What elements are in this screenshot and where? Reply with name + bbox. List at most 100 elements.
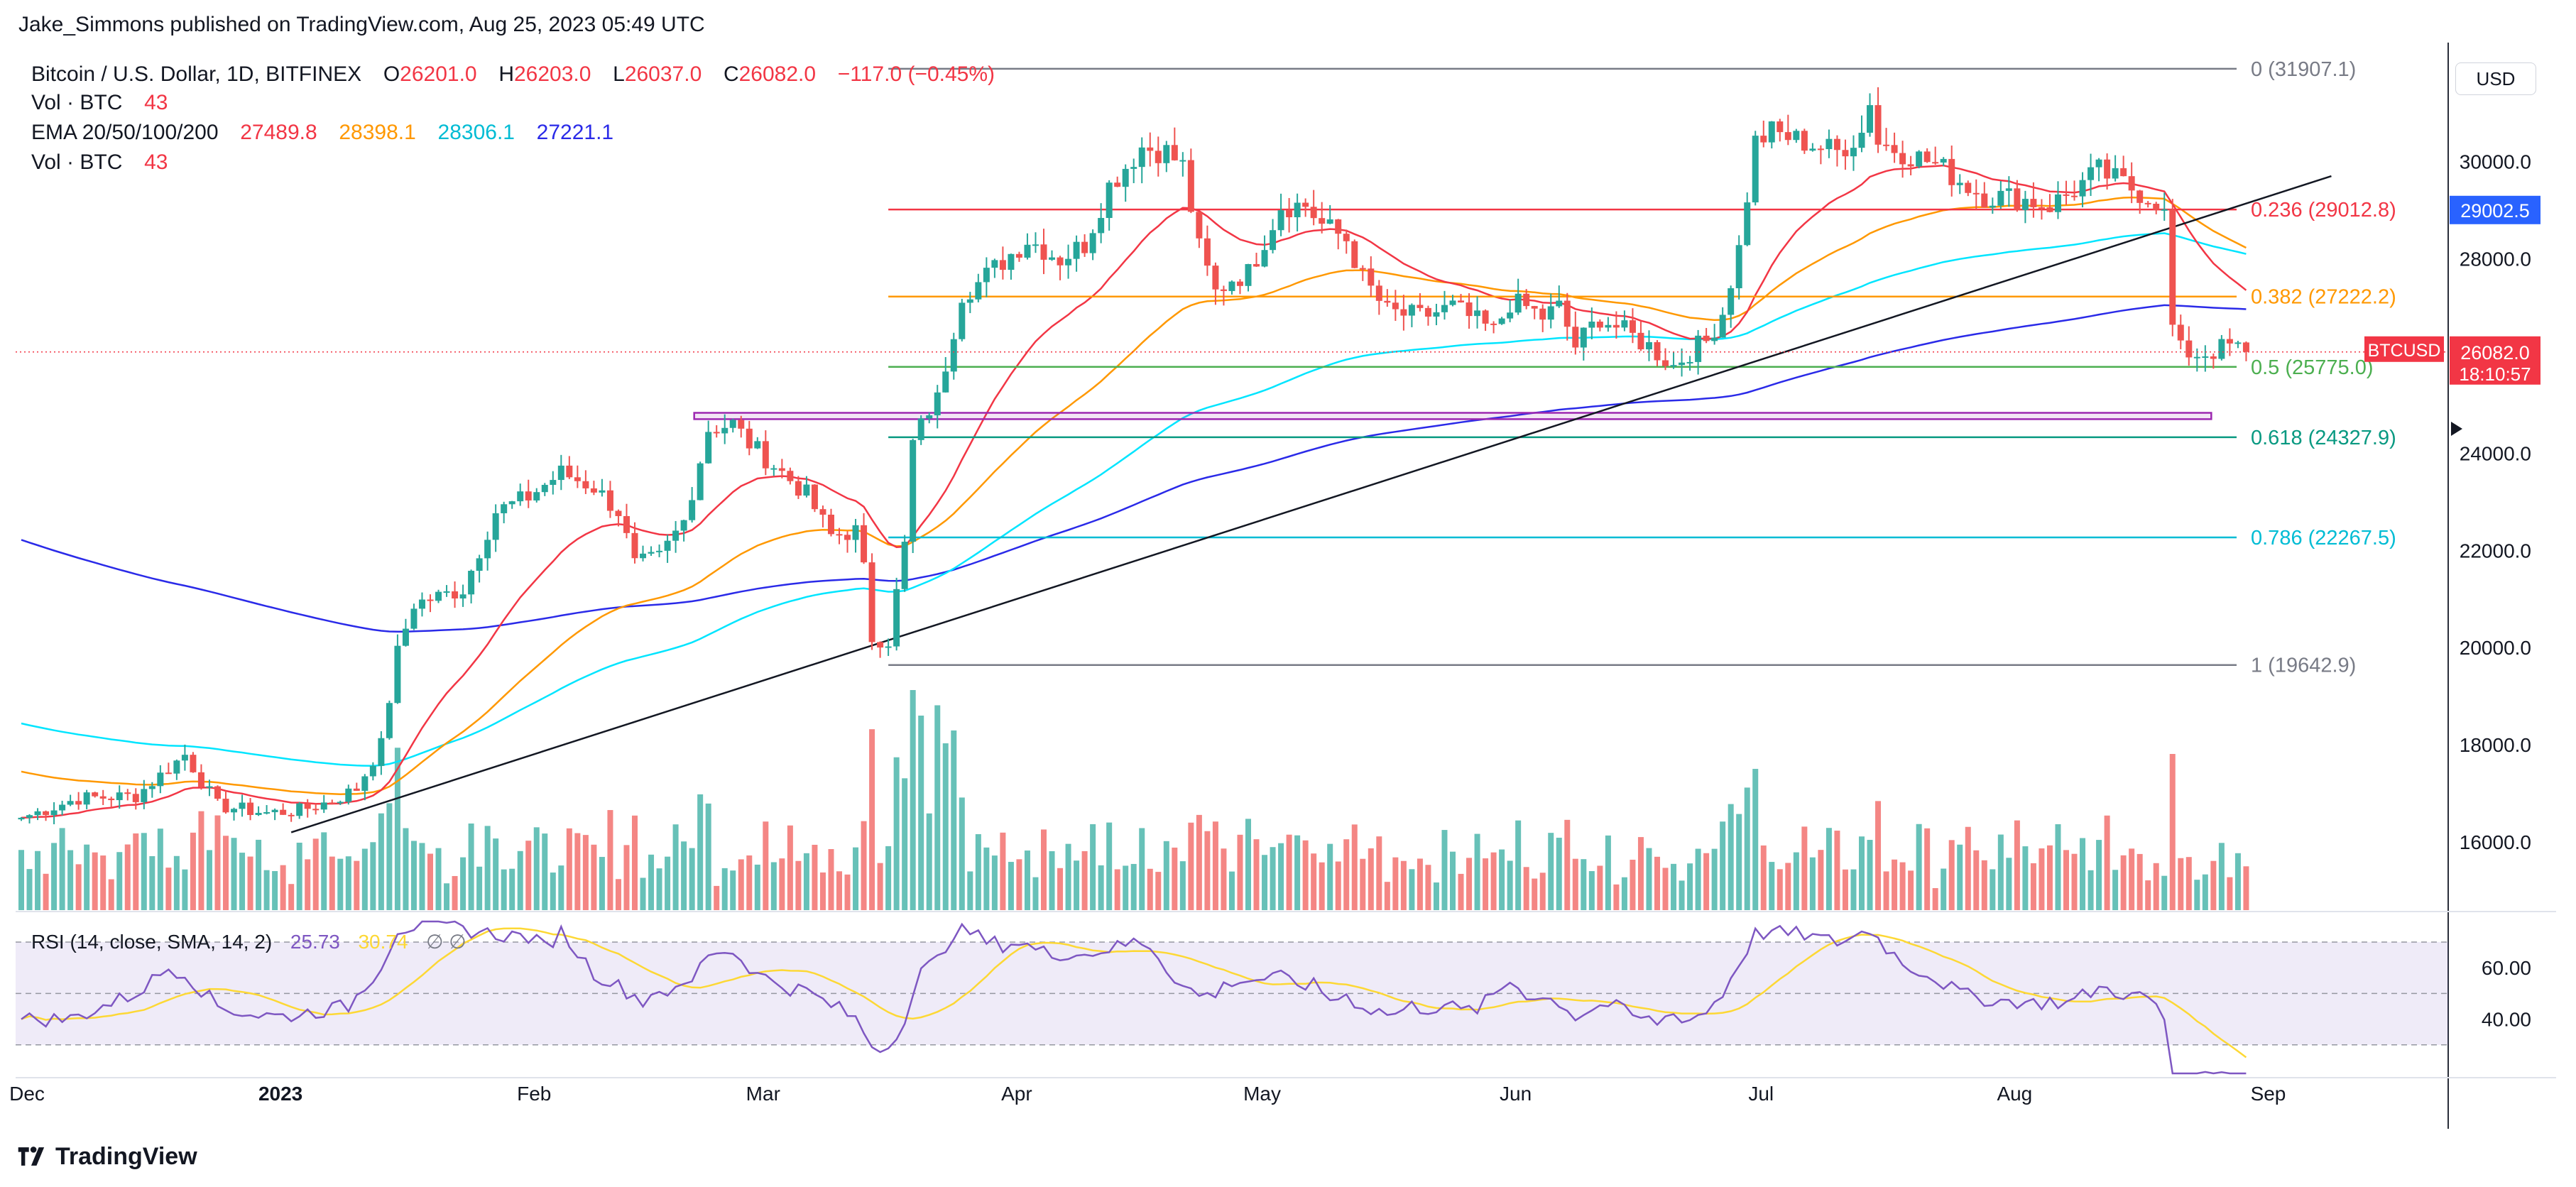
- volume-legend[interactable]: Vol · BTC 43: [31, 92, 168, 114]
- candle-body: [1997, 190, 2004, 206]
- candle-body: [1319, 218, 1326, 224]
- currency-button[interactable]: USD: [2455, 62, 2536, 95]
- candle-body: [369, 765, 376, 777]
- volume-bar: [124, 844, 131, 910]
- volume-bar: [435, 848, 442, 910]
- volume-bar: [1588, 871, 1595, 910]
- volume-bar: [893, 757, 900, 910]
- candle-body: [1850, 148, 1857, 157]
- symbol-legend[interactable]: Bitcoin / U.S. Dollar, 1D, BITFINEX O262…: [31, 64, 995, 85]
- candle-body: [1760, 136, 1767, 143]
- candle-body: [1236, 281, 1243, 286]
- volume-bar: [337, 858, 344, 910]
- volume-bar: [869, 729, 875, 910]
- candle-body: [1556, 300, 1563, 307]
- candle-body: [1114, 182, 1121, 187]
- volume-bar: [305, 859, 311, 910]
- candle-body: [361, 776, 369, 791]
- volume-bar: [206, 850, 212, 910]
- ema100-value: 28306.1: [437, 121, 515, 144]
- candle-body: [1972, 192, 1980, 195]
- volume-bar: [1090, 824, 1096, 910]
- candle-body: [525, 491, 532, 500]
- candle-body: [1253, 263, 1260, 267]
- candle-body: [1612, 324, 1620, 328]
- candle-body: [459, 594, 466, 598]
- candle-body: [599, 490, 606, 493]
- candle-body: [541, 484, 548, 493]
- candle-body: [1670, 365, 1677, 367]
- volume-bar: [247, 856, 253, 910]
- last-price-badge: [2450, 336, 2540, 385]
- volume-bar: [1147, 868, 1153, 910]
- candle-body: [2112, 168, 2119, 179]
- candle-body: [1948, 158, 1955, 185]
- candle-body: [1515, 293, 1522, 313]
- volume-bar: [1769, 862, 1775, 910]
- volume-bar: [1490, 852, 1497, 910]
- candle-body: [1907, 164, 1914, 167]
- volume-bar: [1441, 830, 1448, 910]
- symbol-badge: [2364, 336, 2444, 362]
- volume-bar: [1507, 860, 1513, 910]
- volume-bar: [1875, 801, 1882, 910]
- candle-body: [2087, 167, 2095, 180]
- volume-bar: [1188, 822, 1194, 910]
- candle-body: [1858, 132, 1865, 148]
- volume-bar: [542, 833, 548, 910]
- volume-bar: [1932, 887, 1938, 910]
- candle-body: [1212, 266, 1219, 290]
- candle-body: [1302, 202, 1309, 207]
- candle-body: [402, 628, 409, 646]
- candle-body: [1204, 238, 1211, 266]
- volume-bar: [239, 853, 246, 910]
- candle-body: [59, 804, 66, 811]
- candle-body: [271, 809, 278, 813]
- candle-body: [1809, 148, 1816, 151]
- volume-bar: [133, 833, 139, 910]
- volume-bar: [75, 864, 82, 910]
- ema-legend[interactable]: EMA 20/50/100/200 27489.8 28398.1 28306.…: [31, 122, 613, 143]
- ema20-value: 27489.8: [240, 121, 317, 144]
- volume-bar: [959, 797, 965, 910]
- volume-bar: [795, 860, 802, 910]
- candle-body: [1825, 138, 1833, 150]
- volume-bar: [1581, 859, 1587, 910]
- volume-bar: [1335, 861, 1341, 910]
- volume-bar: [223, 836, 229, 910]
- rsi-legend[interactable]: RSI (14, close, SMA, 14, 2) 25.73 30.74 …: [31, 930, 466, 953]
- candle-body: [2038, 207, 2045, 209]
- candle-body: [827, 514, 834, 535]
- candle-body: [1932, 162, 1939, 164]
- volume-bar: [296, 843, 302, 910]
- candle-body: [574, 477, 581, 481]
- candle-body: [181, 755, 188, 761]
- candle-body: [729, 420, 736, 428]
- tradingview-footer[interactable]: TradingView: [16, 1143, 197, 1171]
- candle-body: [1490, 323, 1497, 325]
- volume-bar: [2039, 848, 2045, 910]
- volume-legend-2[interactable]: Vol · BTC 43: [31, 152, 168, 173]
- volume-bar: [1253, 839, 1260, 910]
- volume-bar: [1556, 838, 1562, 910]
- candle-body: [1335, 219, 1342, 234]
- candle-body: [1679, 362, 1686, 366]
- candle-body: [877, 642, 884, 648]
- volume-bar: [444, 883, 450, 910]
- candle-body: [2161, 209, 2168, 211]
- volume-bar: [591, 844, 597, 910]
- volume-bar: [1965, 826, 1971, 910]
- candle-body: [508, 501, 515, 505]
- volume-bar: [566, 828, 572, 910]
- candle-body: [1867, 105, 1874, 133]
- volume-bar: [312, 838, 319, 910]
- volume-bar: [1172, 847, 1178, 910]
- candle-body: [443, 591, 450, 593]
- candle-body: [1106, 182, 1113, 219]
- volume-bar: [656, 868, 662, 910]
- candle-body: [910, 439, 917, 542]
- volume-bar: [1302, 840, 1309, 910]
- volume-bar: [2112, 870, 2119, 910]
- candle-body: [1654, 341, 1661, 361]
